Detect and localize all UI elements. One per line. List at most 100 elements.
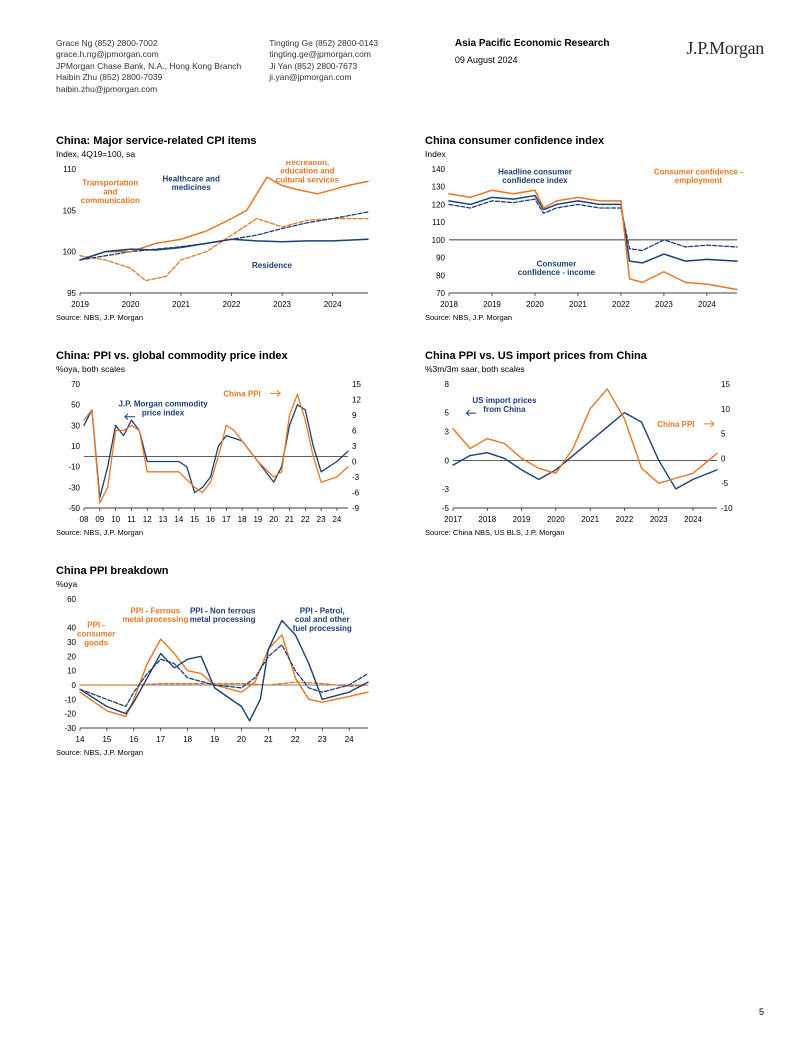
svg-text:23: 23 <box>318 735 327 744</box>
chart-2-source: Source: NBS, J.P. Morgan <box>425 313 764 322</box>
author-line: Grace Ng (852) 2800-7002 <box>56 38 241 49</box>
svg-text:19: 19 <box>210 735 219 744</box>
svg-text:China PPI: China PPI <box>657 420 694 429</box>
svg-text:2023: 2023 <box>650 515 668 524</box>
chart-1-source: Source: NBS, J.P. Morgan <box>56 313 395 322</box>
svg-text:Recreation,education andcultur: Recreation,education andcultural service… <box>276 161 340 184</box>
svg-text:9: 9 <box>352 411 357 420</box>
chart-5-source: Source: NBS, J.P. Morgan <box>56 748 395 757</box>
section-title: Asia Pacific Economic Research <box>455 38 610 49</box>
svg-text:-30: -30 <box>64 724 76 733</box>
section-block: Asia Pacific Economic Research 09 August… <box>455 38 610 95</box>
svg-text:15: 15 <box>102 735 111 744</box>
svg-text:18: 18 <box>238 515 247 524</box>
svg-text:-50: -50 <box>68 504 80 513</box>
svg-text:80: 80 <box>436 272 445 281</box>
svg-text:2022: 2022 <box>612 300 630 309</box>
report-date: 09 August 2024 <box>455 55 610 65</box>
svg-text:-30: -30 <box>68 484 80 493</box>
svg-text:14: 14 <box>76 735 85 744</box>
svg-text:0: 0 <box>721 455 726 464</box>
svg-text:2021: 2021 <box>581 515 599 524</box>
author-line: haibin.zhu@jpmorgan.com <box>56 84 241 95</box>
svg-text:2019: 2019 <box>513 515 531 524</box>
svg-text:2019: 2019 <box>483 300 501 309</box>
svg-text:17: 17 <box>156 735 165 744</box>
svg-text:3: 3 <box>445 428 450 437</box>
svg-text:5: 5 <box>721 430 726 439</box>
svg-text:2021: 2021 <box>172 300 190 309</box>
svg-text:Residence: Residence <box>252 262 293 271</box>
svg-text:70: 70 <box>71 380 80 389</box>
svg-text:Transportationandcommunication: Transportationandcommunication <box>81 179 140 206</box>
author-col-1: Grace Ng (852) 2800-7002 grace.h.ng@jpmo… <box>56 38 241 95</box>
svg-text:-10: -10 <box>721 504 733 513</box>
svg-text:2022: 2022 <box>616 515 634 524</box>
svg-text:20: 20 <box>237 735 246 744</box>
svg-text:-5: -5 <box>442 504 450 513</box>
author-line: ji.yan@jpmorgan.com <box>269 72 378 83</box>
chart-5: China PPI breakdown %oya -30-20-10010203… <box>56 565 395 757</box>
svg-text:15: 15 <box>352 380 361 389</box>
charts-grid: China: Major service-related CPI items I… <box>56 135 764 757</box>
chart-1-subtitle: Index, 4Q19=100, sa <box>56 149 395 159</box>
chart-3-title: China: PPI vs. global commodity price in… <box>56 350 395 362</box>
svg-text:PPI - Ferrousmetal processing: PPI - Ferrousmetal processing <box>122 607 188 625</box>
author-col-2: Tingting Ge (852) 2800-0143 tingting.ge@… <box>269 38 378 95</box>
jpmorgan-logo: J.P.Morgan <box>686 38 764 95</box>
svg-text:J.P. Morgan commodityprice ind: J.P. Morgan commodityprice index <box>118 400 208 418</box>
svg-text:-3: -3 <box>352 473 360 482</box>
svg-text:50: 50 <box>71 401 80 410</box>
chart-5-subtitle: %oya <box>56 579 395 589</box>
author-line: Haibin Zhu (852) 2800-7039 <box>56 72 241 83</box>
chart-3-svg: -50-30-1010305070-9-6-303691215080910111… <box>56 376 376 526</box>
svg-text:12: 12 <box>352 396 361 405</box>
svg-text:23: 23 <box>317 515 326 524</box>
svg-text:09: 09 <box>95 515 104 524</box>
chart-4-source: Source: China NBS, US BLS, J.P. Morgan <box>425 528 764 537</box>
svg-text:30: 30 <box>67 638 76 647</box>
svg-text:105: 105 <box>63 207 77 216</box>
svg-text:China PPI: China PPI <box>223 390 260 399</box>
author-line: tingting.ge@jpmorgan.com <box>269 49 378 60</box>
svg-text:12: 12 <box>143 515 152 524</box>
svg-text:Healthcare andmedicines: Healthcare andmedicines <box>162 175 219 193</box>
svg-text:24: 24 <box>332 515 341 524</box>
svg-text:2020: 2020 <box>122 300 140 309</box>
chart-3: China: PPI vs. global commodity price in… <box>56 350 395 537</box>
svg-text:14: 14 <box>174 515 183 524</box>
svg-text:18: 18 <box>183 735 192 744</box>
svg-text:-20: -20 <box>64 710 76 719</box>
chart-2-title: China consumer confidence index <box>425 135 764 147</box>
svg-text:6: 6 <box>352 427 357 436</box>
svg-text:24: 24 <box>345 735 354 744</box>
chart-3-subtitle: %oya, both scales <box>56 364 395 374</box>
svg-text:-5: -5 <box>721 480 729 489</box>
svg-text:-10: -10 <box>64 696 76 705</box>
svg-text:2020: 2020 <box>526 300 544 309</box>
author-line: Ji Yan (852) 2800-7673 <box>269 61 378 72</box>
author-line: JPMorgan Chase Bank, N.A., Hong Kong Bra… <box>56 61 241 72</box>
svg-text:2022: 2022 <box>223 300 241 309</box>
author-block: Grace Ng (852) 2800-7002 grace.h.ng@jpmo… <box>56 38 378 95</box>
svg-text:-6: -6 <box>352 489 360 498</box>
svg-text:16: 16 <box>129 735 138 744</box>
svg-text:100: 100 <box>63 248 77 257</box>
svg-text:30: 30 <box>71 422 80 431</box>
svg-text:0: 0 <box>445 457 450 466</box>
chart-5-title: China PPI breakdown <box>56 565 395 577</box>
svg-text:20: 20 <box>269 515 278 524</box>
svg-text:10: 10 <box>111 515 120 524</box>
svg-text:PPI -consumergoods: PPI -consumergoods <box>77 621 115 648</box>
svg-text:PPI - Non ferrousmetal process: PPI - Non ferrousmetal processing <box>190 607 256 625</box>
svg-text:21: 21 <box>285 515 294 524</box>
page-number: 5 <box>759 1007 764 1017</box>
svg-text:15: 15 <box>190 515 199 524</box>
svg-text:90: 90 <box>436 254 445 263</box>
svg-text:19: 19 <box>253 515 262 524</box>
svg-text:Consumerconfidence - income: Consumerconfidence - income <box>518 260 596 278</box>
svg-text:17: 17 <box>222 515 231 524</box>
svg-text:100: 100 <box>432 236 446 245</box>
author-line: grace.h.ng@jpmorgan.com <box>56 49 241 60</box>
svg-text:US import pricesfrom China: US import pricesfrom China <box>472 396 537 414</box>
